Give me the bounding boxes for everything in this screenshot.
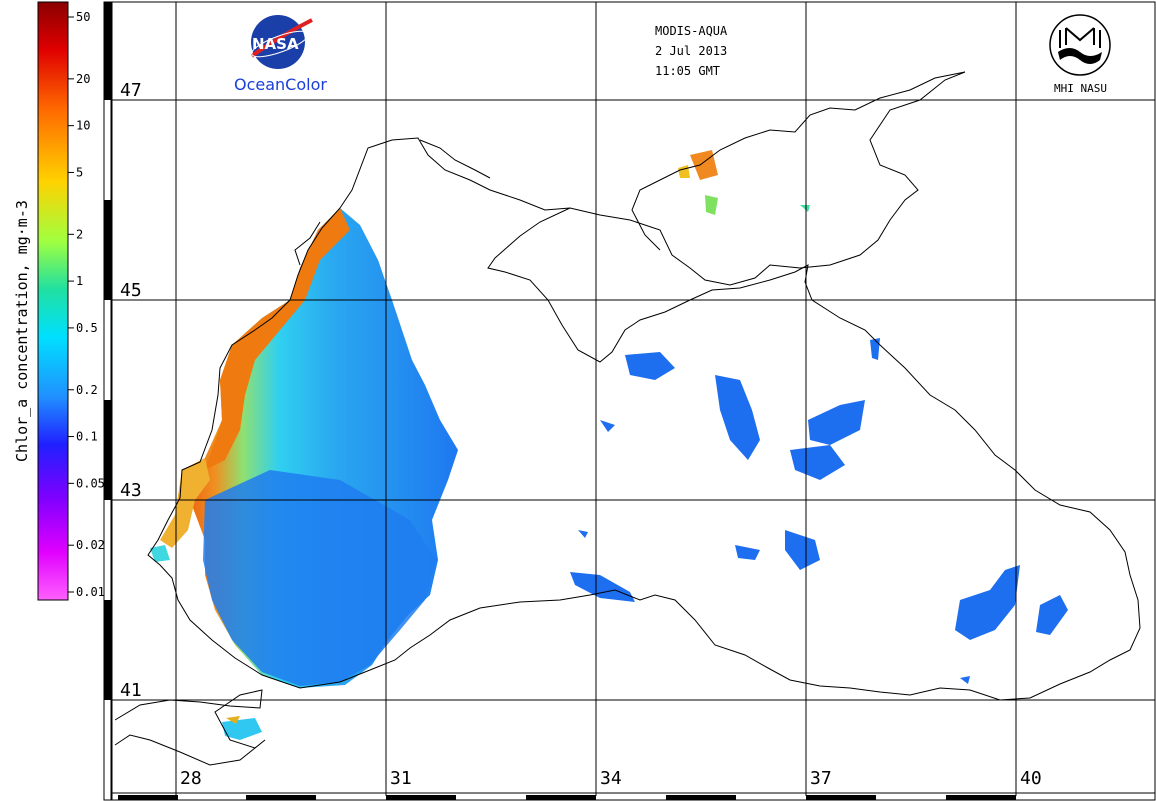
lat-label-45: 45: [120, 280, 142, 301]
colorbar-ticks: 50 20 10 5 2 1 0.5 0.2 0.1 0.05 0.02 0.01: [68, 10, 105, 599]
colorbar-tick-label: 0.2: [76, 383, 98, 397]
lon-label-34: 34: [600, 768, 622, 789]
latitude-labels: 47 45 43 41: [120, 80, 142, 701]
colorbar-tick-label: 50: [76, 10, 90, 24]
time-label: 11:05 GMT: [655, 64, 720, 78]
colorbar: [37, 1, 69, 601]
oceancolor-wordmark: OceanColor: [234, 75, 327, 94]
colorbar-tick-label: 0.05: [76, 476, 105, 490]
colorbar-tick-label: 10: [76, 119, 90, 133]
lon-label-28: 28: [180, 768, 202, 789]
header: MODIS-AQUA 2 Jul 2013 11:05 GMT: [655, 24, 728, 78]
lat-label-47: 47: [120, 80, 142, 101]
bottom-scale: [111, 792, 1156, 801]
colorbar-tick-label: 5: [76, 165, 83, 179]
longitude-labels: 28 31 34 37 40: [180, 768, 1042, 789]
lat-label-43: 43: [120, 480, 142, 501]
left-scale-blocks: [104, 2, 111, 700]
mhi-logo: MHI NASU: [1049, 14, 1111, 95]
date-label: 2 Jul 2013: [655, 44, 727, 58]
colorbar-tick-label: 1: [76, 274, 83, 288]
colorbar-label: Chlor_a concentration, mg·m-3: [13, 200, 31, 462]
graticule: [112, 2, 1155, 796]
colorbar-tick-label: 2: [76, 227, 83, 241]
colorbar-tick-label: 0.1: [76, 430, 98, 444]
colorbar-tick-label: 20: [76, 72, 90, 86]
chlorophyll-field: [150, 150, 1068, 740]
lon-label-37: 37: [810, 768, 832, 789]
lat-label-41: 41: [120, 680, 142, 701]
colorbar-tick-label: 0.02: [76, 538, 105, 552]
sensor-label: MODIS-AQUA: [655, 24, 728, 38]
coastline: [114, 71, 1141, 766]
nasa-logo: NASA OceanColor: [234, 15, 327, 94]
mhi-label: MHI NASU: [1054, 82, 1107, 95]
lon-label-31: 31: [390, 768, 412, 789]
colorbar-tick-label: 0.5: [76, 321, 98, 335]
nasa-wordmark: NASA: [252, 35, 299, 53]
colorbar-tick-label: 0.01: [76, 585, 105, 599]
lon-label-40: 40: [1020, 768, 1042, 789]
